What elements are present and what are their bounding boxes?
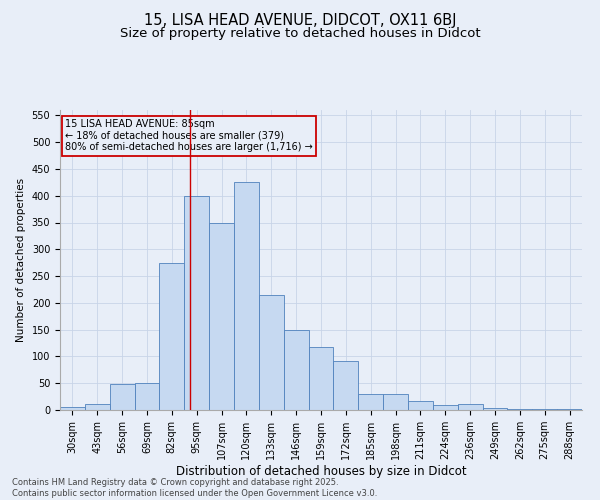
X-axis label: Distribution of detached houses by size in Didcot: Distribution of detached houses by size … [176,465,466,478]
Bar [259,295,284,410]
Bar [383,394,408,410]
Text: Size of property relative to detached houses in Didcot: Size of property relative to detached ho… [119,28,481,40]
Bar [234,182,259,410]
Bar [284,330,308,410]
Bar [433,404,458,410]
Bar [209,222,234,410]
Bar [85,404,110,410]
Bar [184,196,209,410]
Text: 15 LISA HEAD AVENUE: 85sqm
← 18% of detached houses are smaller (379)
80% of sem: 15 LISA HEAD AVENUE: 85sqm ← 18% of deta… [65,119,313,152]
Bar [134,383,160,410]
Bar [482,408,508,410]
Bar [110,384,134,410]
Y-axis label: Number of detached properties: Number of detached properties [16,178,26,342]
Bar [458,404,482,410]
Bar [408,402,433,410]
Bar [358,394,383,410]
Bar [334,360,358,410]
Text: 15, LISA HEAD AVENUE, DIDCOT, OX11 6BJ: 15, LISA HEAD AVENUE, DIDCOT, OX11 6BJ [144,12,456,28]
Bar [308,347,334,410]
Bar [160,262,184,410]
Text: Contains HM Land Registry data © Crown copyright and database right 2025.
Contai: Contains HM Land Registry data © Crown c… [12,478,377,498]
Bar [60,408,85,410]
